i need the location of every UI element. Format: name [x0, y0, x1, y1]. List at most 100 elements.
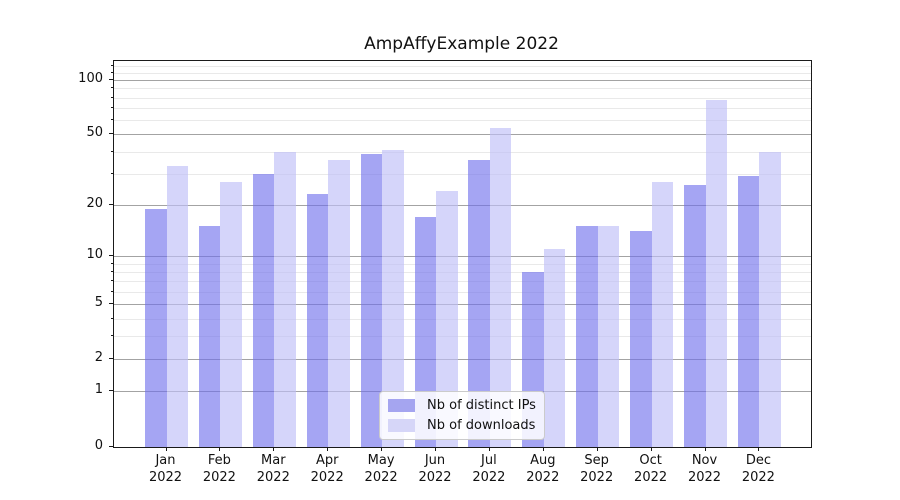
- bar-nb-of-downloads: [705, 99, 727, 447]
- x-tick-mark: [758, 447, 760, 451]
- gridline-major: [114, 134, 811, 136]
- x-tick-label: Aug 2022: [526, 453, 560, 485]
- bar-nb-of-distinct-ips: [737, 176, 760, 447]
- y-tick-mark: [109, 445, 113, 447]
- x-tick-mark: [381, 447, 383, 451]
- plot-area: Nb of distinct IPs Nb of downloads: [113, 60, 812, 448]
- y-tick-mark-minor: [111, 87, 113, 89]
- y-tick-mark-minor: [111, 335, 113, 337]
- bar-nb-of-distinct-ips: [684, 184, 706, 447]
- y-tick-label: 50: [86, 125, 103, 141]
- gridline-minor: [114, 88, 811, 90]
- x-tick-label: Sep 2022: [580, 453, 614, 485]
- y-tick-mark-minor: [111, 317, 113, 319]
- x-tick-mark: [704, 447, 706, 451]
- x-tick-label: Oct 2022: [634, 453, 668, 485]
- x-tick-label: Apr 2022: [310, 453, 344, 485]
- bar-nb-of-downloads: [543, 249, 566, 447]
- bar-nb-of-distinct-ips: [306, 194, 329, 447]
- gridline-minor: [114, 263, 811, 265]
- bar-nb-of-distinct-ips: [145, 208, 167, 447]
- gridline-minor: [114, 291, 811, 293]
- gridline-minor: [114, 281, 811, 283]
- x-tick-mark: [596, 447, 598, 451]
- y-tick-mark: [109, 203, 113, 205]
- bar-nb-of-downloads: [220, 181, 242, 447]
- gridline-major: [114, 359, 811, 361]
- bar-nb-of-distinct-ips: [360, 153, 383, 447]
- y-tick-label: 2: [94, 350, 103, 366]
- x-tick-mark: [435, 447, 436, 451]
- bar-nb-of-downloads: [382, 149, 404, 447]
- y-tick-mark: [109, 390, 113, 392]
- y-tick-mark-minor: [111, 119, 113, 121]
- y-tick-mark-minor: [111, 280, 113, 282]
- y-tick-mark: [109, 133, 113, 135]
- y-tick-mark-minor: [111, 172, 113, 174]
- x-tick-label: Dec 2022: [741, 453, 775, 485]
- gridline-minor: [114, 272, 811, 274]
- bar-nb-of-downloads: [651, 181, 674, 447]
- bar-nb-of-downloads: [166, 166, 188, 447]
- bar-nb-of-distinct-ips: [198, 226, 221, 447]
- x-tick-mark: [165, 447, 167, 451]
- y-tick-mark: [109, 303, 113, 305]
- bar-nb-of-distinct-ips: [630, 231, 652, 447]
- bar-nb-of-downloads: [597, 226, 620, 447]
- x-tick-label: Jan 2022: [148, 453, 183, 485]
- x-tick-mark: [273, 447, 275, 451]
- legend: Nb of distinct IPs Nb of downloads: [379, 391, 545, 440]
- y-tick-mark: [109, 255, 113, 257]
- bar-nb-of-distinct-ips: [468, 159, 490, 447]
- bar-nb-of-downloads: [759, 151, 781, 447]
- bar-nb-of-downloads: [328, 159, 350, 447]
- gridline-major: [114, 204, 811, 206]
- legend-swatch-downloads: [388, 419, 415, 432]
- y-tick-mark: [109, 358, 113, 360]
- gridline-minor: [114, 72, 811, 74]
- y-tick-mark-minor: [111, 96, 113, 98]
- y-tick-label: 100: [78, 71, 103, 86]
- y-tick-mark-minor: [111, 106, 113, 108]
- y-tick-label: 10: [86, 247, 103, 263]
- legend-label-downloads: Nb of downloads: [427, 418, 536, 433]
- x-tick-label: May 2022: [364, 453, 398, 485]
- gridline-minor: [114, 65, 811, 67]
- y-tick-label: 1: [94, 382, 103, 398]
- y-tick-mark-minor: [111, 271, 113, 273]
- x-tick-label: Mar 2022: [256, 453, 290, 485]
- bar-nb-of-downloads: [436, 190, 458, 447]
- legend-row-distinct-ips: Nb of distinct IPs: [388, 398, 536, 413]
- legend-swatch-distinct-ips: [388, 399, 415, 412]
- gridline-major: [114, 80, 811, 81]
- y-tick-mark-minor: [111, 71, 113, 73]
- gridline-major: [114, 256, 811, 258]
- x-tick-mark: [219, 447, 221, 451]
- gridline-minor: [114, 97, 811, 99]
- x-tick-label: Jun 2022: [418, 453, 452, 485]
- gridline-major: [114, 304, 811, 306]
- x-tick-label: Feb 2022: [202, 453, 236, 485]
- gridline-minor: [114, 120, 811, 122]
- y-tick-label: 0: [94, 437, 103, 453]
- bar-nb-of-distinct-ips: [414, 216, 436, 447]
- x-tick-label: Nov 2022: [687, 453, 722, 485]
- y-tick-mark-minor: [111, 262, 113, 264]
- y-tick-mark-minor: [111, 64, 113, 66]
- gridline-minor: [114, 336, 811, 338]
- y-tick-label: 5: [94, 295, 103, 311]
- x-tick-mark: [488, 447, 490, 451]
- x-tick-label: Jul 2022: [472, 453, 506, 485]
- y-tick-mark-minor: [111, 290, 113, 292]
- bar-nb-of-downloads: [274, 151, 296, 447]
- x-tick-mark: [327, 447, 329, 451]
- y-tick-mark: [109, 79, 113, 80]
- x-tick-mark: [650, 447, 652, 451]
- bar-nb-of-downloads: [489, 128, 512, 447]
- bar-nb-of-distinct-ips: [576, 226, 598, 447]
- bar-nb-of-distinct-ips: [252, 173, 275, 447]
- y-tick-mark-minor: [111, 150, 113, 152]
- chart-title: AmpAffyExample 2022: [364, 34, 559, 54]
- gridline-minor: [114, 318, 811, 320]
